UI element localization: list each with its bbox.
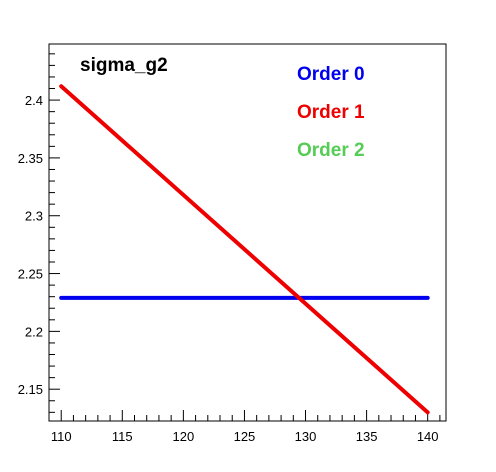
x-tick-label: 140 <box>417 429 439 444</box>
series-line-order-1 <box>59 84 430 415</box>
series-layer <box>59 84 430 415</box>
legend: Order 0 Order 1 Order 2 <box>297 64 365 161</box>
x-tick-label: 120 <box>173 429 195 444</box>
plot-frame <box>48 43 447 422</box>
x-tick-label: 115 <box>112 429 133 444</box>
chart-title: sigma_g2 <box>80 55 168 76</box>
y-tick-label: 2.2 <box>25 324 43 339</box>
x-tick-label: 125 <box>234 429 256 444</box>
y-tick-label: 2.4 <box>25 93 43 108</box>
x-tick-label: 130 <box>295 429 317 444</box>
legend-entry-order-0: Order 0 <box>297 64 365 85</box>
x-tick-label: 110 <box>51 429 72 444</box>
x-tick-label: 135 <box>356 429 378 444</box>
y-tick-label: 2.25 <box>18 267 43 282</box>
legend-entry-order-1: Order 1 <box>297 102 365 123</box>
y-tick-label: 2.15 <box>18 382 43 397</box>
y-tick-label: 2.35 <box>18 151 43 166</box>
y-tick-label: 2.3 <box>25 209 43 224</box>
legend-entry-order-2: Order 2 <box>297 140 365 161</box>
axis-ticks: 110 115 120 125 130 135 140 2.15 2.2 2.25 2.3 2.35 2… <box>18 53 441 444</box>
